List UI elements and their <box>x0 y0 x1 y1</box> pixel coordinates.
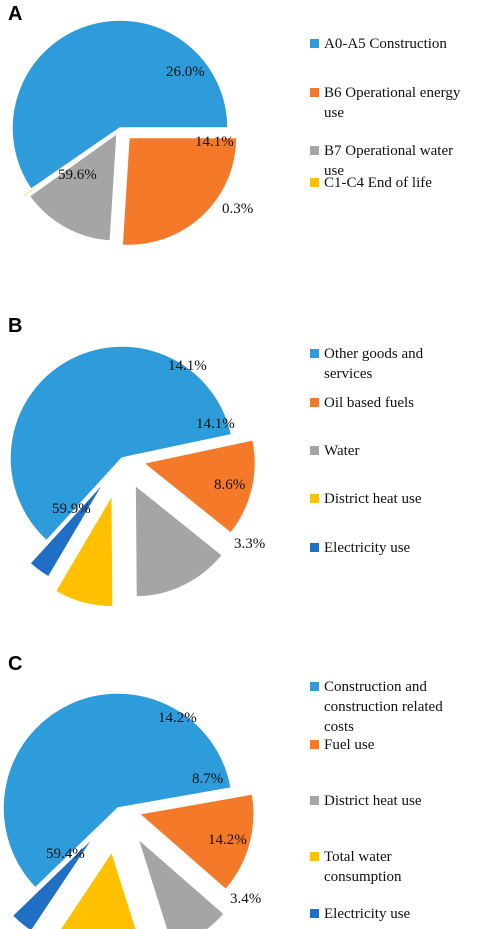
legend-label: Total water <box>324 849 392 865</box>
panel-letter: C <box>8 653 22 675</box>
slice-label: 3.4% <box>230 891 261 907</box>
legend-swatch <box>310 146 319 155</box>
pie-slice <box>11 19 229 191</box>
pie-slice <box>28 480 107 579</box>
legend-swatch <box>310 494 319 503</box>
legend-swatch <box>310 39 319 48</box>
legend-swatch <box>310 446 319 455</box>
legend-label: Water <box>324 443 359 459</box>
pie-chart-b: B 59.9% 14.1% 14.1% 8.6% 3.3% Other goods and s… <box>8 315 424 608</box>
legend-label: District heat use <box>324 793 422 809</box>
legend-item: Construction and construction related cost… <box>310 679 443 735</box>
legend: A0-A5 Construction B6 Operational energy u… <box>310 36 461 191</box>
pie-slice <box>137 793 255 891</box>
slice-label: 14.1% <box>195 134 234 150</box>
pie-chart-c: C 59.4% 14.2% 8.7% 14.2% 3.4% Construction and… <box>2 653 443 929</box>
legend-item: District heat use <box>310 491 422 507</box>
legend-swatch <box>310 178 319 187</box>
legend-swatch <box>310 682 319 691</box>
slice-label: 8.6% <box>214 477 245 493</box>
legend-label: Construction and <box>324 679 427 695</box>
pie-slice <box>28 131 118 242</box>
legend-label: Electricity use <box>324 906 411 922</box>
legend-item: A0-A5 Construction <box>310 36 447 52</box>
legend-swatch <box>310 543 319 552</box>
legend-swatch <box>310 88 319 97</box>
legend-label: B7 Operational water <box>324 143 453 159</box>
legend: Other goods and services Oil based fuels Wa… <box>310 346 424 556</box>
legend-item: Electricity use <box>310 906 411 922</box>
legend-swatch <box>310 740 319 749</box>
slice-label: 14.2% <box>158 710 197 726</box>
legend-swatch <box>310 909 319 918</box>
slice-label: 0.3% <box>222 201 253 217</box>
pie-slice <box>54 491 114 608</box>
legend-swatch <box>310 796 319 805</box>
legend-item: Other goods and services <box>310 346 424 382</box>
legend-swatch <box>310 852 319 861</box>
legend-label: Other goods and <box>324 346 424 362</box>
slice-label: 26.0% <box>166 64 205 80</box>
legend-item: District heat use <box>310 793 422 809</box>
legend-item: Electricity use <box>310 540 411 556</box>
legend-label: costs <box>324 719 354 735</box>
pie-slice <box>21 133 113 198</box>
slice-label: 14.1% <box>168 358 207 374</box>
legend-swatch <box>310 349 319 358</box>
panel-letter: B <box>8 315 22 337</box>
legend-item: Fuel use <box>310 737 375 753</box>
legend-item: C1-C4 End of life <box>310 175 432 191</box>
legend-label: consumption <box>324 869 402 885</box>
legend-label: services <box>324 366 372 382</box>
legend-label: Oil based fuels <box>324 395 414 411</box>
legend-label: use <box>324 105 344 121</box>
pie-slice <box>9 345 233 542</box>
legend: Construction and construction related cost… <box>310 679 443 922</box>
slice-label: 59.9% <box>52 501 91 517</box>
legend-item: Water <box>310 443 359 459</box>
pie-slice <box>11 835 96 929</box>
legend-item: B7 Operational water use <box>310 143 453 179</box>
slice-label: 59.6% <box>58 167 97 183</box>
pie-chart-a: A 59.6% 26.0% 14.1% 0.3% A0-A5 Construction B6… <box>8 3 461 247</box>
legend-label: use <box>324 163 344 179</box>
panel-letter: A <box>8 3 22 25</box>
pie-slice <box>2 692 233 890</box>
pie-slice <box>136 835 226 929</box>
pie-slice <box>59 849 137 929</box>
pie-slice <box>121 136 238 247</box>
pie-slice <box>141 438 257 535</box>
slice-label: 59.4% <box>46 846 85 862</box>
legend-item: B6 Operational energy use <box>310 85 461 121</box>
legend-label: construction related <box>324 699 443 715</box>
legend-label: Electricity use <box>324 540 411 556</box>
legend-swatch <box>310 398 319 407</box>
legend-label: Fuel use <box>324 737 375 753</box>
slice-label: 8.7% <box>192 771 223 787</box>
slice-label: 3.3% <box>234 536 265 552</box>
legend-item: Oil based fuels <box>310 395 414 411</box>
legend-label: A0-A5 Construction <box>324 36 447 52</box>
slice-label: 14.2% <box>208 832 247 848</box>
slice-label: 14.1% <box>196 416 235 432</box>
legend-item: Total water consumption <box>310 849 402 885</box>
legend-label: B6 Operational energy <box>324 85 461 101</box>
pie-slice <box>134 483 224 598</box>
legend-label: District heat use <box>324 491 422 507</box>
legend-label: C1-C4 End of life <box>324 175 432 191</box>
